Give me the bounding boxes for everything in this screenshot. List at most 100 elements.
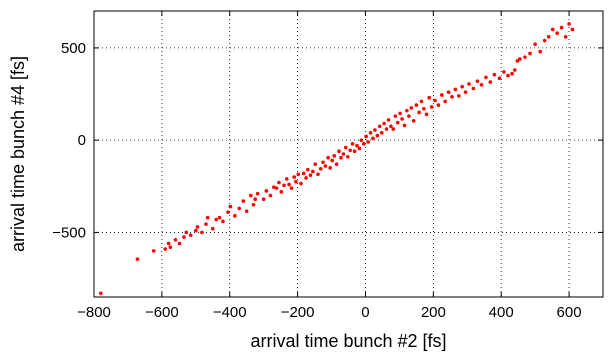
data-point	[361, 142, 366, 146]
data-point	[443, 99, 448, 104]
data-point	[467, 82, 471, 86]
data-point	[226, 210, 230, 214]
data-point	[359, 138, 364, 142]
data-point	[368, 130, 373, 135]
data-points	[98, 22, 575, 296]
x-tick-label: 400	[489, 304, 514, 321]
data-point	[492, 72, 497, 77]
data-point	[316, 172, 320, 177]
data-point	[255, 191, 260, 196]
data-point	[205, 215, 210, 220]
data-point	[414, 103, 419, 107]
data-point	[463, 90, 468, 94]
data-point	[321, 160, 325, 165]
data-point	[135, 257, 140, 261]
data-point	[497, 76, 502, 81]
data-point	[343, 145, 348, 150]
data-point	[296, 172, 301, 177]
data-point	[182, 235, 186, 239]
data-point	[292, 175, 297, 179]
data-point	[471, 86, 476, 91]
data-point	[377, 124, 382, 129]
data-point	[287, 182, 291, 187]
x-tick-label: 600	[557, 304, 582, 321]
data-point	[366, 140, 370, 144]
data-point	[339, 155, 343, 160]
data-point	[184, 230, 189, 235]
data-point	[241, 199, 246, 203]
data-point	[163, 247, 168, 251]
data-point	[533, 42, 537, 47]
data-point	[168, 245, 173, 249]
data-point	[440, 93, 444, 97]
data-point	[210, 226, 215, 231]
data-point	[479, 83, 484, 87]
data-point	[371, 136, 375, 141]
data-point	[200, 230, 204, 235]
y-tick-label: 500	[61, 40, 86, 57]
data-point	[475, 79, 480, 83]
data-point	[433, 98, 437, 103]
data-point	[375, 133, 380, 138]
data-point	[389, 124, 393, 129]
data-point	[282, 183, 286, 188]
data-point	[323, 164, 328, 168]
data-point	[284, 177, 289, 181]
data-point	[563, 35, 568, 39]
plot-frame	[93, 10, 604, 298]
data-point	[391, 127, 396, 131]
data-point	[488, 80, 493, 84]
x-tick-label: 200	[421, 304, 446, 321]
data-point	[330, 158, 335, 163]
data-point	[352, 149, 357, 154]
data-point	[512, 68, 517, 72]
data-point	[456, 94, 461, 98]
data-point	[419, 99, 424, 104]
data-point	[151, 249, 156, 253]
data-point	[559, 25, 564, 30]
data-point	[510, 71, 514, 76]
data-point	[341, 152, 346, 156]
data-point	[402, 123, 407, 128]
data-point	[98, 291, 103, 296]
data-point	[411, 118, 416, 123]
data-point	[237, 206, 242, 211]
data-point	[446, 90, 451, 94]
data-point	[567, 22, 571, 26]
grid	[94, 11, 603, 297]
x-axis-ticks: −800 −600 −400 −200 0 200 400 600	[77, 11, 582, 321]
x-axis-label: arrival time bunch #2 [fs]	[250, 331, 446, 351]
data-point	[251, 202, 256, 207]
y-axis-ticks: −500 0 500	[52, 40, 603, 241]
data-point	[523, 55, 527, 59]
data-point	[177, 241, 182, 246]
data-point	[308, 173, 313, 178]
data-point	[400, 117, 404, 121]
data-point	[313, 162, 318, 166]
data-point	[502, 70, 506, 74]
data-point	[221, 219, 225, 224]
y-axis-label: arrival time bunch #4 [fs]	[8, 56, 28, 252]
data-point	[301, 171, 306, 176]
data-point	[261, 197, 266, 202]
data-point	[294, 179, 298, 184]
data-point	[450, 95, 454, 99]
x-tick-label: −600	[145, 304, 179, 321]
data-point	[289, 186, 294, 190]
x-tick-label: −800	[77, 304, 111, 321]
data-point	[264, 189, 269, 193]
data-point	[274, 186, 279, 190]
y-tick-label: −500	[52, 224, 86, 241]
data-point	[386, 118, 391, 122]
data-point	[217, 215, 222, 220]
data-point	[429, 105, 434, 109]
data-point	[546, 35, 551, 39]
data-point	[518, 57, 522, 61]
data-point	[194, 228, 198, 233]
data-point	[348, 148, 352, 153]
data-point	[453, 87, 458, 92]
data-point	[173, 238, 178, 242]
data-point	[350, 142, 355, 146]
data-point	[204, 222, 208, 226]
